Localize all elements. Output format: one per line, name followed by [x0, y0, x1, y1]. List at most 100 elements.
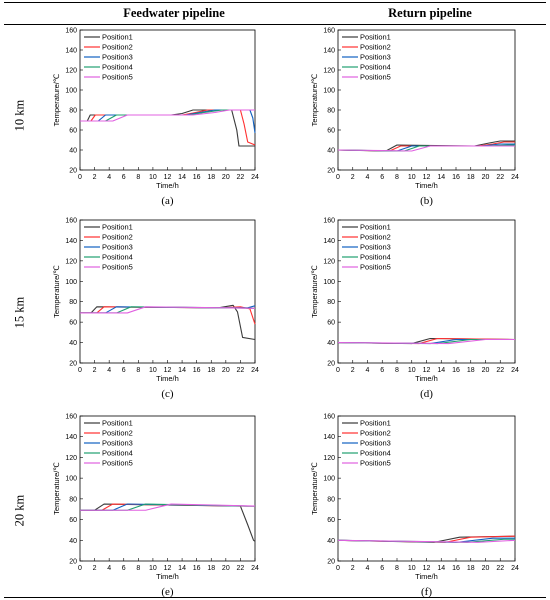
legend-label: Position2: [360, 233, 391, 242]
chart-panel-2: 0 2 4 6 8 10 12 14 16 18 20 22 242040608010012014016…: [310, 28, 519, 208]
x-tick-label: 18: [207, 174, 215, 181]
x-tick-label: 4: [107, 367, 111, 374]
column-header-return: Return pipeline: [388, 6, 472, 20]
series-line-position5: [80, 306, 256, 314]
legend-label: Position1: [360, 33, 391, 42]
legend-label: Position3: [360, 53, 391, 62]
series-line-position5: [337, 145, 515, 152]
legend-label: Position4: [102, 449, 133, 458]
x-tick-label: 6: [380, 565, 384, 572]
series-line-position1: [80, 304, 256, 341]
legend-label: Position5: [360, 459, 391, 468]
panel-label: (c): [161, 388, 174, 400]
panel-label: (f): [421, 586, 432, 598]
legend-label: Position5: [102, 459, 133, 468]
x-axis-title: Time/h: [156, 374, 179, 383]
legend-label: Position2: [360, 43, 391, 52]
x-tick-label: 24: [511, 565, 519, 572]
y-tick-label: 40: [69, 538, 77, 545]
y-tick-label: 140: [323, 238, 335, 245]
y-tick-label: 100: [323, 88, 335, 95]
x-tick-label: 0: [336, 174, 340, 181]
y-tick-label: 80: [327, 496, 335, 503]
series-line-position5: [80, 109, 255, 122]
x-tick-label: 18: [207, 367, 215, 374]
x-tick-label: 4: [366, 565, 370, 572]
legend-label: Position5: [360, 263, 391, 272]
y-tick-label: 20: [69, 559, 77, 566]
legend-label: Position2: [360, 429, 391, 438]
legend-label: Position3: [360, 439, 391, 448]
y-tick-label: 160: [323, 218, 335, 225]
x-tick-label: 2: [351, 565, 355, 572]
x-tick-label: 14: [437, 565, 445, 572]
y-tick-label: 160: [65, 414, 77, 421]
series-line-position1: [80, 109, 255, 147]
chart-panel-4: 0 2 4 6 8 10 12 14 16 18 20 22 242040608010012014016…: [310, 218, 519, 401]
y-tick-label: 80: [327, 108, 335, 115]
y-tick-label: 160: [65, 218, 77, 225]
x-tick-label: 22: [237, 565, 245, 572]
x-tick-label: 16: [193, 565, 201, 572]
x-tick-label: 18: [467, 174, 475, 181]
y-tick-label: 60: [327, 128, 335, 135]
y-tick-label: 60: [69, 517, 77, 524]
panel-label: (b): [420, 195, 433, 207]
x-tick-label: 8: [136, 174, 140, 181]
x-tick-label: 4: [107, 565, 111, 572]
y-tick-label: 120: [323, 258, 335, 265]
x-tick-label: 16: [193, 174, 201, 181]
x-tick-label: 6: [122, 367, 126, 374]
y-tick-label: 140: [323, 48, 335, 55]
bottom-rule: [4, 597, 546, 598]
panel-label: (d): [420, 388, 433, 400]
y-tick-label: 100: [323, 279, 335, 286]
x-tick-label: 22: [496, 565, 504, 572]
x-tick-label: 6: [380, 367, 384, 374]
x-tick-label: 20: [482, 174, 490, 181]
legend-label: Position1: [360, 419, 391, 428]
x-tick-label: 12: [423, 367, 431, 374]
legend-label: Position3: [360, 243, 391, 252]
x-tick-label: 16: [452, 174, 460, 181]
x-tick-label: 10: [408, 174, 416, 181]
legend: Position1Position2Position3Position4Posi…: [342, 223, 391, 272]
legend-label: Position4: [102, 63, 133, 72]
y-tick-label: 160: [65, 28, 77, 35]
y-tick-label: 60: [327, 517, 335, 524]
y-tick-label: 40: [69, 340, 77, 347]
x-tick-label: 12: [164, 367, 172, 374]
x-tick-label: 10: [408, 565, 416, 572]
y-tick-label: 140: [323, 434, 335, 441]
legend-label: Position4: [360, 253, 391, 262]
x-tick-label: 2: [93, 565, 97, 572]
legend: Position1Position2Position3Position4Posi…: [84, 33, 133, 82]
y-tick-label: 160: [323, 28, 335, 35]
y-tick-label: 80: [69, 496, 77, 503]
x-tick-label: 22: [496, 174, 504, 181]
x-tick-label: 2: [351, 367, 355, 374]
legend: Position1Position2Position3Position4Posi…: [84, 223, 133, 272]
y-tick-label: 60: [69, 320, 77, 327]
series-line-position3: [80, 109, 256, 134]
y-tick-label: 60: [327, 320, 335, 327]
legend-label: Position1: [102, 223, 133, 232]
x-tick-label: 8: [395, 174, 399, 181]
chart-panel-5: 0 2 4 6 8 10 12 14 16 18 20 22 242040608010012014016…: [52, 414, 259, 599]
y-axis-title: Temperature/℃: [310, 74, 319, 127]
top-rule: [4, 2, 546, 3]
y-tick-label: 100: [65, 476, 77, 483]
x-tick-label: 4: [366, 174, 370, 181]
x-tick-label: 24: [511, 174, 519, 181]
x-tick-label: 6: [122, 174, 126, 181]
legend-label: Position5: [102, 73, 133, 82]
x-tick-label: 18: [207, 565, 215, 572]
y-tick-label: 40: [69, 148, 77, 155]
y-tick-label: 160: [323, 414, 335, 421]
x-tick-label: 20: [482, 367, 490, 374]
y-tick-label: 100: [65, 279, 77, 286]
x-tick-label: 6: [122, 565, 126, 572]
y-axis-title: Temperature/℃: [52, 265, 61, 318]
y-tick-label: 140: [65, 238, 77, 245]
